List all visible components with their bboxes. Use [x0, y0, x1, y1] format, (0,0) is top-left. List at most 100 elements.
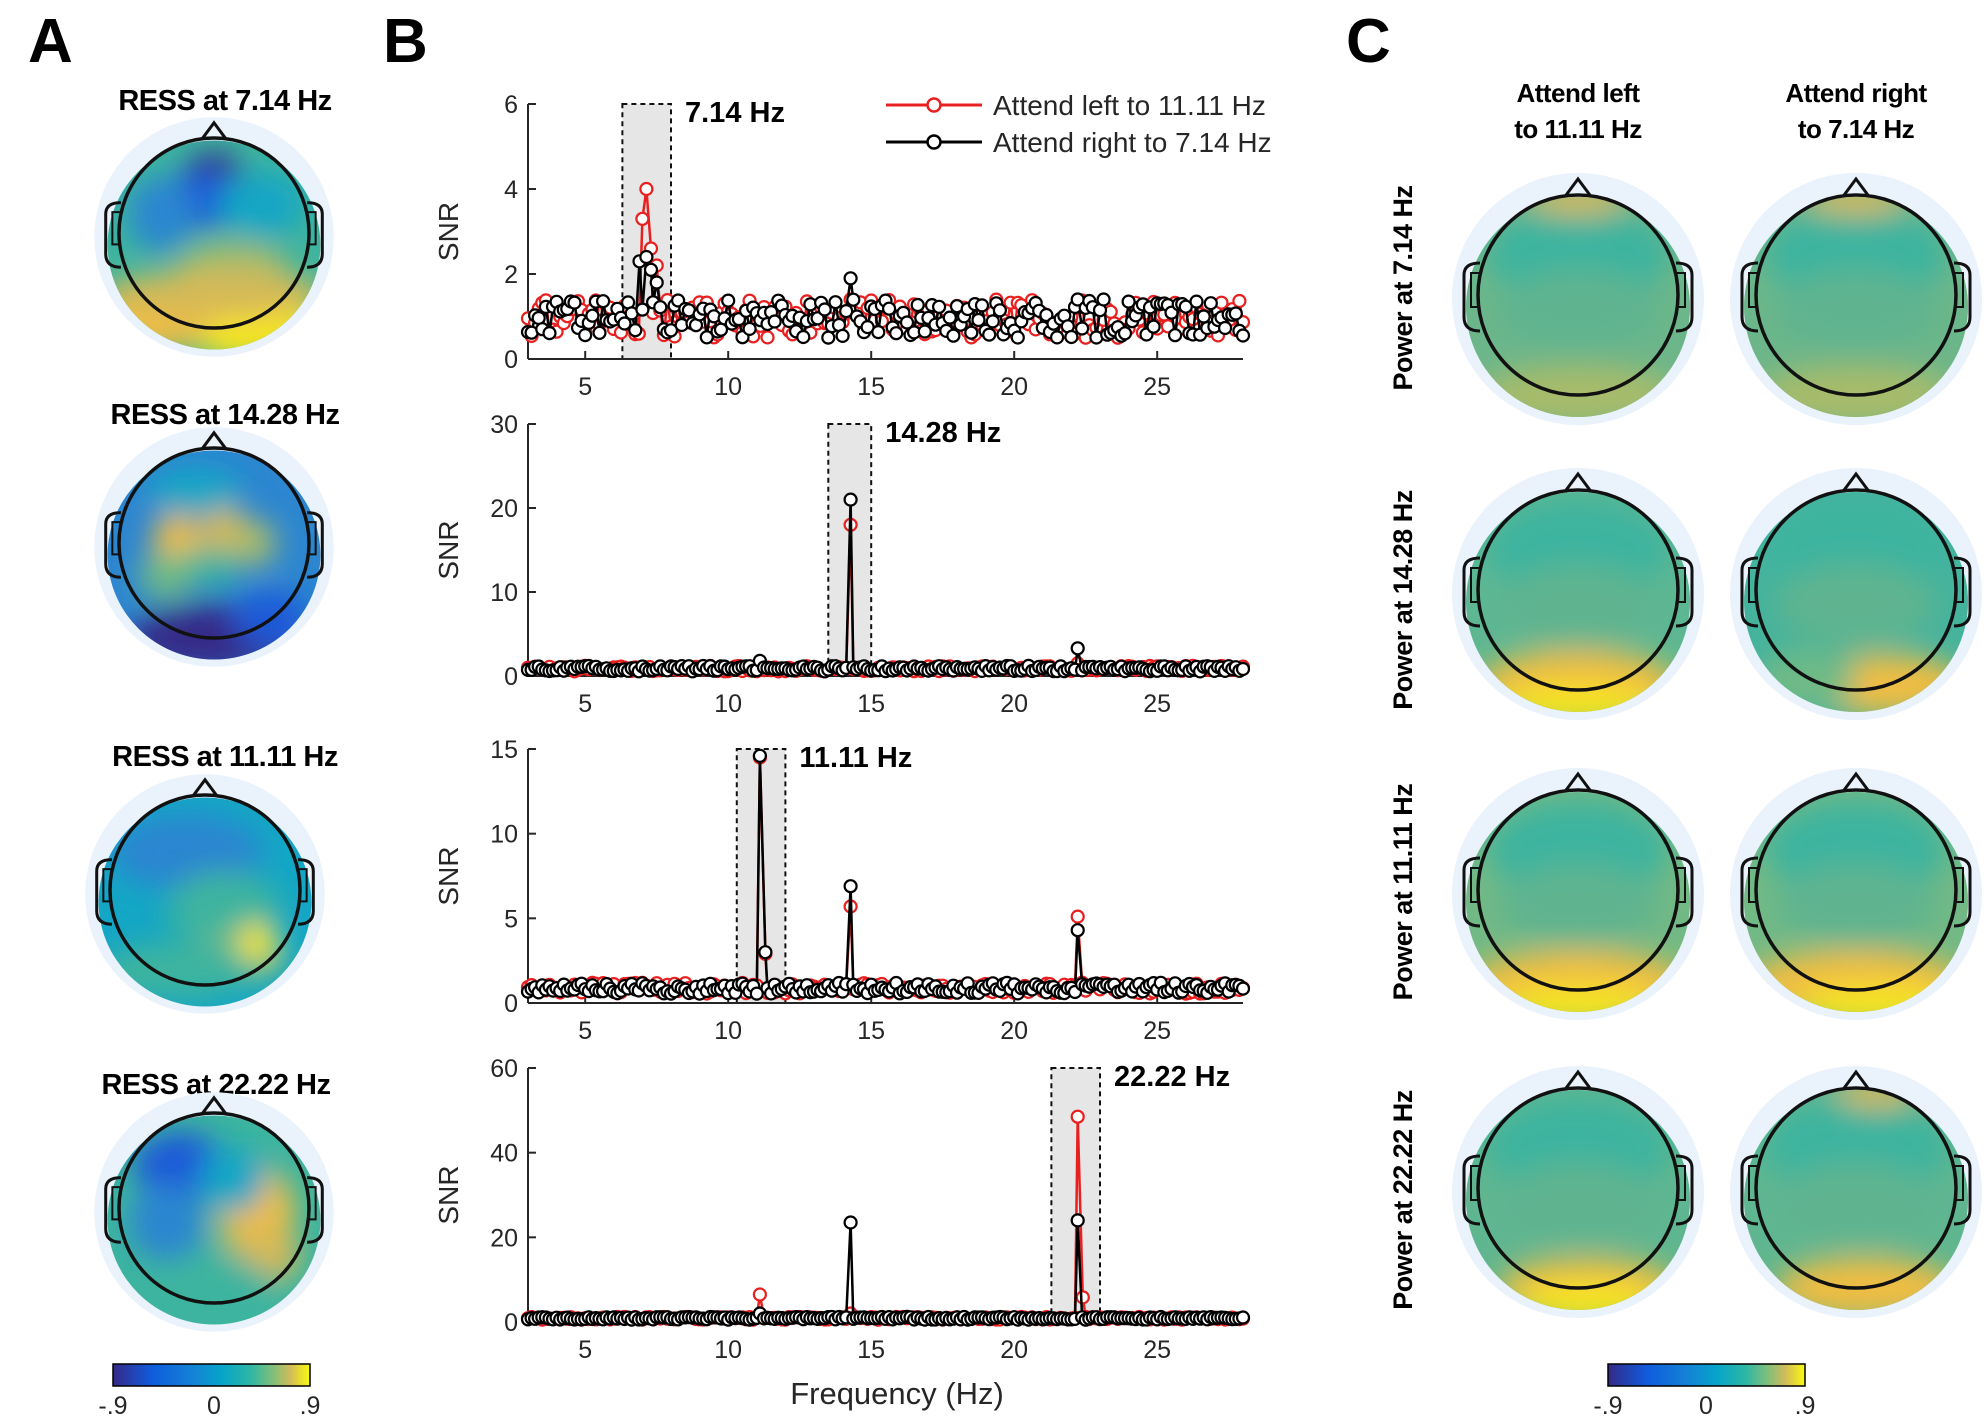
y-tick-label: 20	[490, 495, 518, 523]
data-point	[846, 292, 861, 307]
col-title-attend-left-2: to 11.11 Hz	[1514, 114, 1642, 144]
data-point	[635, 302, 650, 317]
y-tick-label: 10	[490, 821, 518, 849]
data-point	[839, 304, 854, 319]
data-point	[1167, 328, 1183, 343]
data-point	[910, 297, 925, 313]
data-point	[1196, 309, 1211, 324]
data-point	[817, 302, 832, 317]
colorbar-a-tick-max: .9	[300, 1392, 321, 1420]
col-title-attend-right-2: to 7.14 Hz	[1798, 114, 1915, 144]
peak-label-1: 7.14 Hz	[685, 97, 785, 129]
x-tick-label: 15	[857, 1017, 885, 1045]
data-point	[931, 299, 947, 314]
data-point	[881, 301, 897, 316]
data-point	[699, 330, 714, 345]
data-point	[821, 330, 836, 345]
data-point	[749, 986, 764, 1001]
data-point	[796, 329, 811, 345]
data-point	[752, 1287, 768, 1302]
y-tick-label: 0	[504, 346, 518, 374]
data-point	[542, 326, 557, 341]
y-axis-label: SNR	[433, 520, 464, 579]
data-point	[917, 324, 932, 339]
topo-c-14hz-right	[1730, 468, 1982, 720]
peak-label-3: 11.11 Hz	[799, 742, 912, 774]
data-point	[1235, 661, 1251, 677]
col-title-attend-right-1: Attend right	[1785, 78, 1927, 108]
snr-plot-2: 0 10 20 30 5 10 15 20 25 SNR 14.28 Hz	[433, 411, 1251, 718]
x-tick-label: 15	[857, 373, 885, 401]
data-point	[639, 249, 654, 265]
series-attend-right-2	[520, 492, 1251, 679]
data-point	[828, 295, 843, 310]
data-point	[1064, 329, 1079, 345]
data-point	[742, 321, 757, 336]
x-tick-label: 25	[1143, 690, 1171, 718]
legend-entry-attend-left: Attend left to 11.11 Hz	[993, 90, 1266, 121]
data-point	[982, 327, 997, 342]
topo-c-22hz-right	[1730, 1066, 1982, 1318]
snr-spectra-panel-b: 0 2 4 6 5 10 15 20 25 SNR 7.14 Hz 0 10 20 30 5 10 15 20 25 S…	[433, 91, 1251, 1364]
data-point	[1146, 319, 1161, 334]
y-tick-label: 30	[490, 411, 518, 439]
data-point	[1070, 641, 1085, 656]
data-point	[1049, 330, 1065, 345]
series-attend-left-3	[520, 750, 1251, 1001]
colorbar-c: -.9 0 .9	[1593, 1363, 1815, 1420]
x-tick-label: 10	[714, 1336, 742, 1364]
data-point	[628, 323, 643, 338]
y-axis-label: SNR	[433, 846, 464, 905]
series-attend-right-3	[520, 748, 1251, 1001]
data-point	[721, 293, 736, 308]
data-point	[1074, 321, 1090, 336]
x-tick-label: 25	[1143, 373, 1171, 401]
data-point	[889, 326, 904, 341]
data-point	[843, 1215, 858, 1230]
data-point	[1117, 326, 1133, 341]
snr-plot-1: 0 2 4 6 5 10 15 20 25 SNR 7.14 Hz	[433, 91, 1251, 401]
topo-a-22hz	[94, 1092, 334, 1332]
data-point	[1121, 294, 1136, 309]
data-point	[595, 294, 611, 309]
row-title-4: Power at 22.22 Hz	[1388, 1090, 1418, 1310]
data-point	[974, 298, 990, 313]
data-point	[899, 315, 915, 330]
row-title-3: Power at 11.11 Hz	[1388, 784, 1418, 1001]
y-tick-label: 10	[490, 579, 518, 607]
data-point	[1235, 1310, 1251, 1325]
x-tick-label: 20	[1000, 1336, 1028, 1364]
row-title-2: Power at 14.28 Hz	[1388, 490, 1418, 710]
data-point	[1228, 306, 1243, 321]
x-tick-label: 25	[1143, 1017, 1171, 1045]
data-point	[567, 295, 582, 310]
topo-a-14hz	[94, 427, 334, 667]
topo-c-11hz-left	[1452, 768, 1704, 1020]
data-point	[592, 325, 607, 340]
y-tick-label: 0	[504, 663, 518, 691]
data-point	[1070, 1213, 1085, 1228]
col-title-attend-left-1: Attend left	[1516, 78, 1640, 108]
data-point	[649, 275, 664, 290]
topo-a-title-3: RESS at 11.11 Hz	[112, 741, 338, 773]
x-tick-label: 15	[857, 690, 885, 718]
x-tick-label: 5	[578, 1336, 592, 1364]
x-tick-label: 5	[578, 690, 592, 718]
y-tick-label: 2	[504, 261, 518, 289]
colorbar-a-tick-min: -.9	[98, 1392, 127, 1420]
snr-plot-4: 0 20 40 60 5 10 15 20 25 SNR 22.22 Hz	[433, 1055, 1251, 1364]
legend: Attend left to 11.11 Hz Attend right to …	[886, 90, 1272, 158]
data-point	[1010, 330, 1025, 345]
x-axis-label: Frequency (Hz)	[790, 1376, 1004, 1411]
legend-entry-attend-right: Attend right to 7.14 Hz	[993, 127, 1272, 158]
data-point	[964, 325, 979, 340]
data-point	[843, 271, 858, 286]
series-attend-right-1	[520, 249, 1251, 345]
data-point	[585, 308, 600, 323]
series-attend-left-2	[520, 517, 1251, 679]
x-tick-label: 20	[1000, 690, 1028, 718]
data-point	[1070, 923, 1085, 938]
x-tick-label: 25	[1143, 1336, 1171, 1364]
data-point	[1189, 294, 1204, 309]
peak-label-2: 14.28 Hz	[885, 417, 1001, 449]
